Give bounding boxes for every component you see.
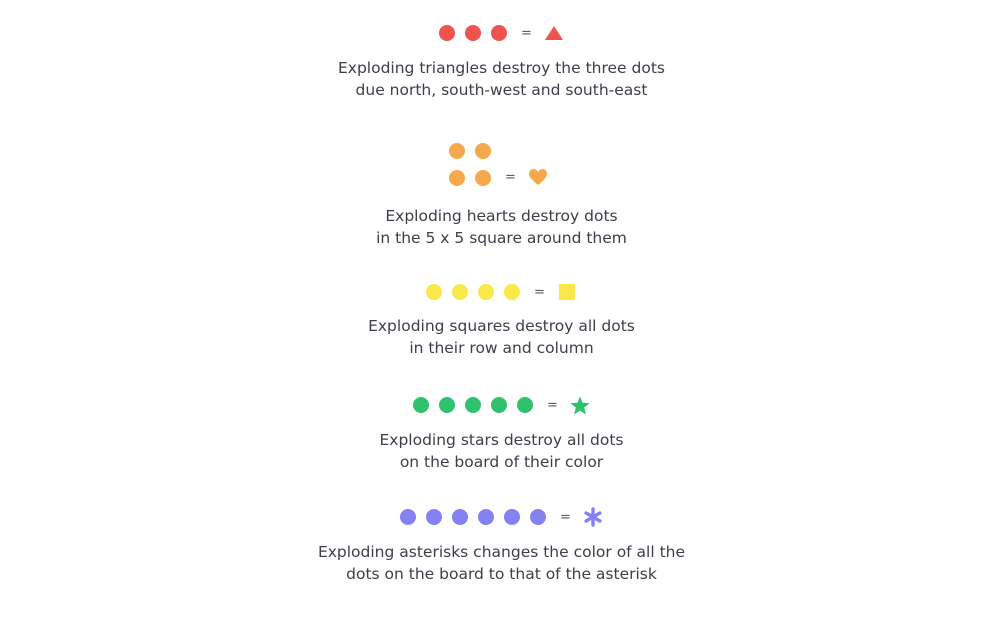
description-line: Exploding hearts destroy dots bbox=[385, 207, 618, 225]
rule-description: Exploding asterisks changes the color of… bbox=[0, 541, 1003, 585]
dot-row bbox=[400, 509, 547, 525]
orange-dot bbox=[475, 142, 492, 159]
description-line: in the 5 x 5 square around them bbox=[376, 229, 627, 247]
green-dot bbox=[517, 397, 534, 413]
yellow-dot bbox=[452, 284, 469, 300]
formula-square: = bbox=[0, 282, 1003, 302]
asterisk-icon bbox=[583, 507, 603, 527]
green-dot bbox=[413, 397, 430, 413]
formula-asterisk: = bbox=[0, 507, 1003, 527]
purple-dot bbox=[426, 509, 443, 525]
equals-sign: = bbox=[534, 284, 545, 300]
star-icon bbox=[570, 395, 590, 415]
description-line: Exploding stars destroy all dots bbox=[379, 431, 624, 449]
description-line: dots on the board to that of the asteris… bbox=[346, 565, 657, 583]
triangle-icon bbox=[544, 23, 564, 43]
orange-dot bbox=[449, 169, 466, 186]
yellow-dot bbox=[478, 284, 495, 300]
rule-description: Exploding stars destroy all dots on the … bbox=[0, 429, 1003, 473]
square-icon bbox=[557, 282, 577, 302]
description-line: due north, south-west and south-east bbox=[355, 81, 648, 99]
dot-row bbox=[413, 397, 534, 413]
yellow-dot bbox=[504, 284, 521, 300]
orange-dot bbox=[449, 142, 466, 159]
purple-dot bbox=[478, 509, 495, 525]
formula-star: = bbox=[0, 395, 1003, 415]
green-dot bbox=[491, 397, 508, 413]
dot-row bbox=[426, 284, 521, 300]
rule-description: Exploding triangles destroy the three do… bbox=[0, 57, 1003, 101]
heart-icon bbox=[528, 167, 548, 187]
rule-description: Exploding squares destroy all dots in th… bbox=[0, 315, 1003, 359]
purple-dot bbox=[530, 509, 547, 525]
purple-dot bbox=[400, 509, 417, 525]
description-line: Exploding asterisks changes the color of… bbox=[317, 543, 686, 561]
yellow-dot bbox=[426, 284, 443, 300]
dot-row bbox=[439, 25, 508, 41]
purple-dot bbox=[452, 509, 469, 525]
description-line: Exploding triangles destroy the three do… bbox=[337, 59, 665, 77]
orange-dot bbox=[475, 169, 492, 186]
red-dot bbox=[439, 25, 456, 41]
equals-sign: = bbox=[505, 169, 516, 185]
formula-heart: = bbox=[0, 142, 1003, 186]
formula-triangle: = bbox=[0, 23, 1003, 43]
rule-description: Exploding hearts destroy dots in the 5 x… bbox=[0, 205, 1003, 249]
equals-sign: = bbox=[560, 509, 571, 525]
green-dot bbox=[465, 397, 482, 413]
description-line: on the board of their color bbox=[399, 453, 604, 471]
description-line: Exploding squares destroy all dots bbox=[368, 317, 635, 335]
dot-grid bbox=[449, 142, 492, 186]
red-dot bbox=[465, 25, 482, 41]
equals-sign: = bbox=[547, 397, 558, 413]
equals-sign: = bbox=[521, 25, 532, 41]
description-line: in their row and column bbox=[409, 339, 594, 357]
red-dot bbox=[491, 25, 508, 41]
purple-dot bbox=[504, 509, 521, 525]
green-dot bbox=[439, 397, 456, 413]
